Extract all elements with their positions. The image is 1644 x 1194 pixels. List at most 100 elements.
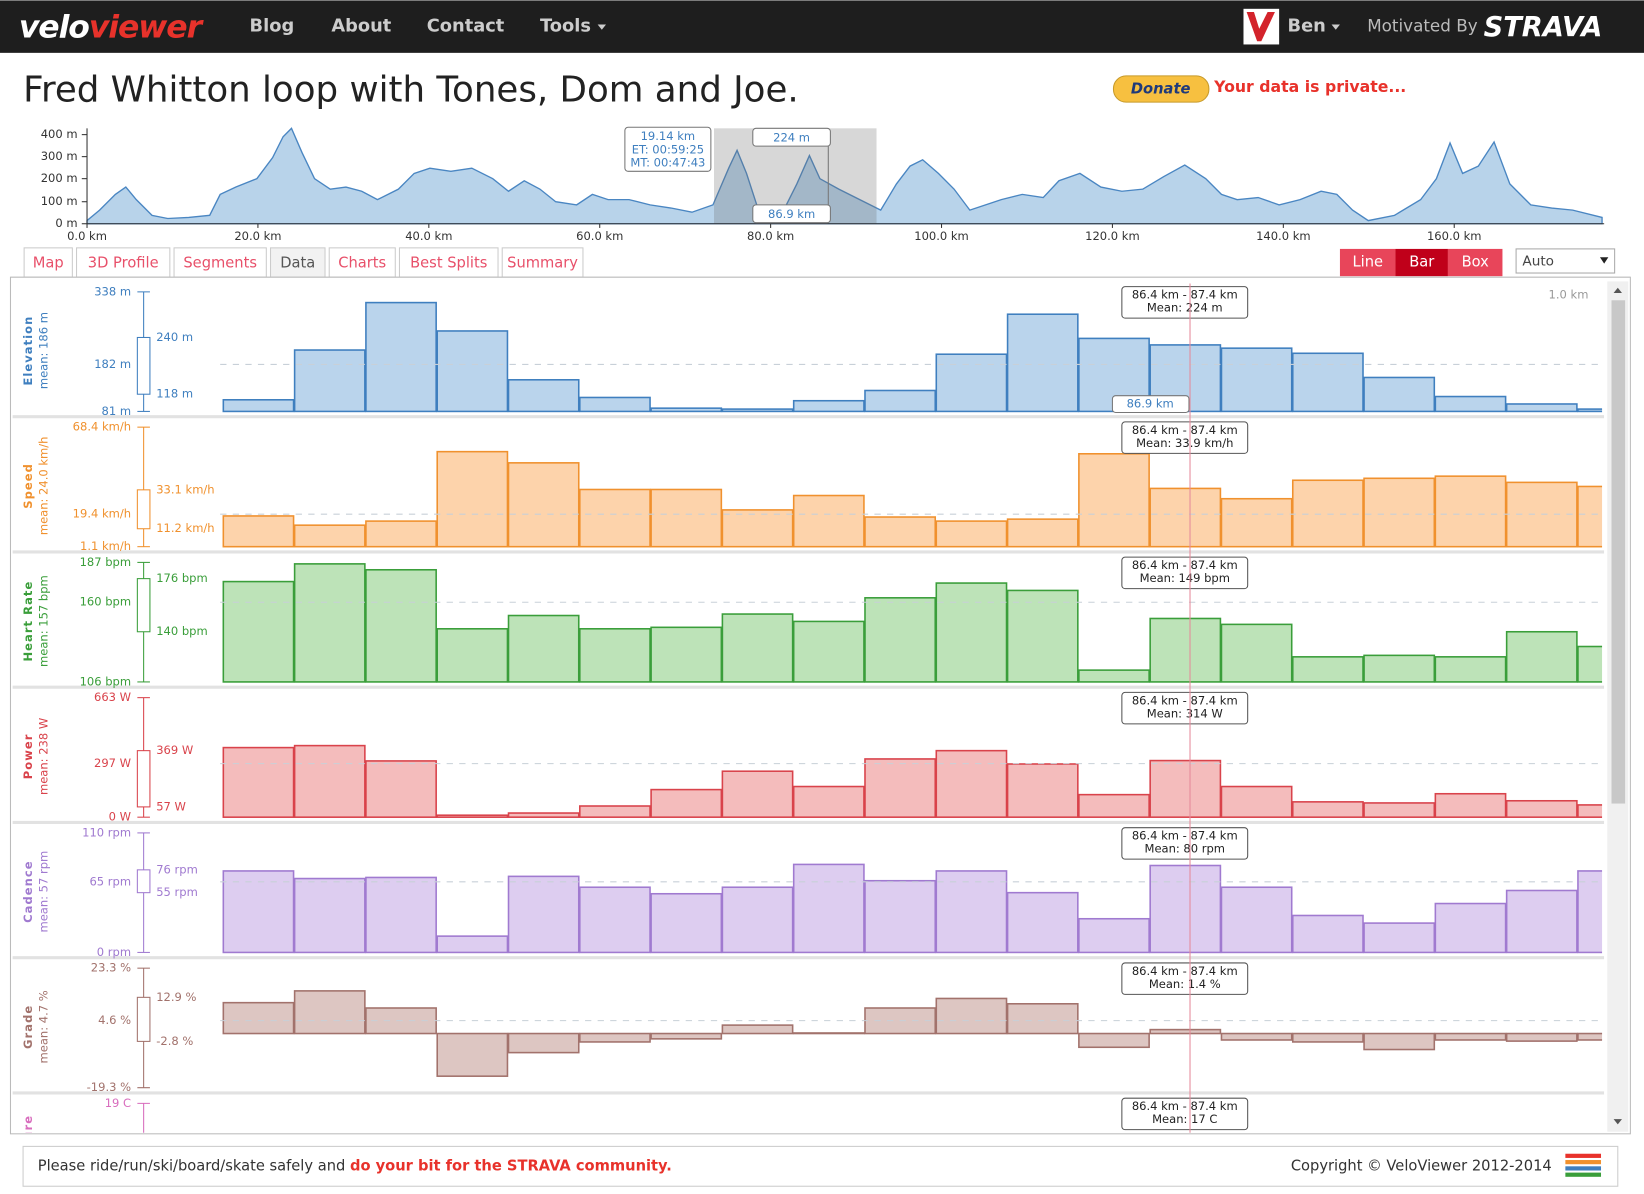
bar	[507, 614, 580, 683]
tab[interactable]	[501, 247, 584, 278]
bar	[1291, 479, 1364, 548]
bar	[222, 746, 295, 818]
bar	[1505, 403, 1578, 413]
donate-label[interactable]: Donate	[1131, 81, 1191, 98]
panel-name: Cadence	[21, 860, 35, 922]
nav-link[interactable]: Blog	[250, 16, 295, 37]
footer-link[interactable]: do your bit for the STRAVA community.	[350, 1157, 672, 1174]
quartile-label: 369 W	[156, 743, 194, 757]
logo-part[interactable]: velo	[19, 10, 90, 46]
mode-label[interactable]: Line	[1352, 254, 1383, 271]
nav-link[interactable]: About	[331, 16, 391, 37]
user-name[interactable]: Ben	[1288, 16, 1326, 37]
quartile-label: 240 m	[156, 330, 193, 344]
profile-y-label: 300 m	[41, 149, 78, 163]
bar	[507, 1032, 580, 1054]
tooltip-line: 86.4 km - 87.4 km	[1132, 693, 1238, 707]
scroll-thumb[interactable]	[1611, 300, 1626, 804]
avatar-icon	[1246, 11, 1275, 42]
marker-box	[752, 127, 831, 147]
logo[interactable]: veloviewer	[19, 10, 206, 46]
bar	[1220, 497, 1293, 548]
select-box[interactable]	[1515, 248, 1616, 274]
profile-x-label: 120.0 km	[1085, 229, 1140, 243]
bar	[222, 580, 295, 683]
quartile-box	[136, 869, 151, 894]
marker-elev: 224 m	[773, 130, 810, 144]
tooltip-line: 86.4 km - 87.4 km	[1132, 423, 1238, 437]
donate-button[interactable]	[1112, 75, 1210, 103]
bar	[864, 597, 937, 683]
tab[interactable]	[76, 247, 171, 278]
bar	[721, 886, 794, 954]
bar	[1577, 408, 1603, 413]
panels: Elevation mean: 186 m 338 m 182 m 81 m 240 m 1…	[12, 284, 1605, 1194]
bar	[436, 450, 509, 548]
bar	[293, 563, 366, 683]
profile-y-label: 100 m	[41, 194, 78, 208]
tab-label[interactable]: Summary	[507, 255, 578, 272]
nav-link[interactable]: Contact	[427, 16, 505, 37]
mode-button[interactable]	[1339, 248, 1396, 277]
tab-label[interactable]: 3D Profile	[88, 255, 159, 272]
bar	[1434, 475, 1507, 548]
tab[interactable]	[23, 247, 73, 278]
elevation-profile: 400 m 300 m 200 m 100 m 0 m0.0 km 20.0 km 40.0…	[41, 126, 1605, 243]
profile-x-label: 140.0 km	[1256, 229, 1311, 243]
tooltip-line: Mean: 314 W	[1147, 706, 1224, 720]
tab[interactable]	[173, 247, 267, 278]
bar	[1220, 1032, 1293, 1041]
bar	[1291, 914, 1364, 954]
logo-part[interactable]: viewer	[89, 10, 206, 46]
panel-tooltip	[1121, 827, 1249, 860]
bar	[935, 870, 1008, 954]
tab-label[interactable]: Segments	[183, 255, 257, 272]
profile-x-label: 20.0 km	[234, 229, 281, 243]
mode-label[interactable]: Bar	[1409, 254, 1435, 271]
tab-label[interactable]: Charts	[338, 255, 386, 272]
panel-tooltip	[1121, 962, 1249, 995]
mode-button[interactable]	[1447, 248, 1503, 277]
panel-mean: mean: 57 rpm	[37, 851, 51, 933]
select-value[interactable]: Auto	[1522, 253, 1554, 269]
activity-title: Fred Whitton loop with Tones, Dom and Jo…	[23, 70, 799, 111]
tab-label[interactable]: Best Splits	[410, 255, 487, 272]
bar	[721, 408, 794, 413]
axis-label: 297 W	[94, 756, 132, 770]
tab-label[interactable]: Map	[33, 255, 64, 272]
mode-label[interactable]: Box	[1462, 254, 1490, 271]
bar	[721, 509, 794, 548]
panel-name: Elevation	[21, 316, 35, 386]
bar	[436, 935, 509, 954]
chart-modes: Line Bar Box	[1339, 248, 1503, 277]
bar	[1220, 347, 1293, 413]
quartile-label: -2.8 %	[156, 1034, 193, 1048]
axis-label: 338 m	[94, 284, 131, 298]
bar	[1363, 477, 1436, 548]
bar	[222, 515, 295, 548]
bar	[222, 399, 295, 413]
bar	[792, 399, 865, 413]
panel-mean: mean: 157 bpm	[37, 575, 51, 667]
bar	[507, 812, 580, 818]
axis-label: 19.4 km/h	[73, 507, 131, 521]
bar	[1505, 1032, 1578, 1042]
tab-label[interactable]: Data	[280, 255, 315, 272]
bar	[935, 353, 1008, 413]
panel-name: Temperature	[21, 1115, 35, 1194]
quartile-label: 33.1 km/h	[156, 482, 214, 496]
strava-logo[interactable]: STRAVA	[1484, 12, 1603, 43]
navbar	[0, 0, 1644, 53]
bar	[1006, 313, 1079, 413]
bar	[579, 886, 651, 954]
bar	[293, 877, 366, 954]
footer-text: Please ride/run/ski/board/skate safely a…	[38, 1157, 672, 1174]
privacy-link[interactable]: Your data is private...	[1213, 77, 1406, 96]
bar	[1149, 617, 1222, 683]
tooltip-line: Mean: 80 rpm	[1145, 842, 1226, 856]
profile-x-label: 60.0 km	[576, 229, 623, 243]
nav-link[interactable]: Tools	[540, 16, 591, 37]
bar	[650, 488, 723, 548]
mode-button[interactable]	[1395, 248, 1448, 277]
bar	[1363, 654, 1436, 683]
